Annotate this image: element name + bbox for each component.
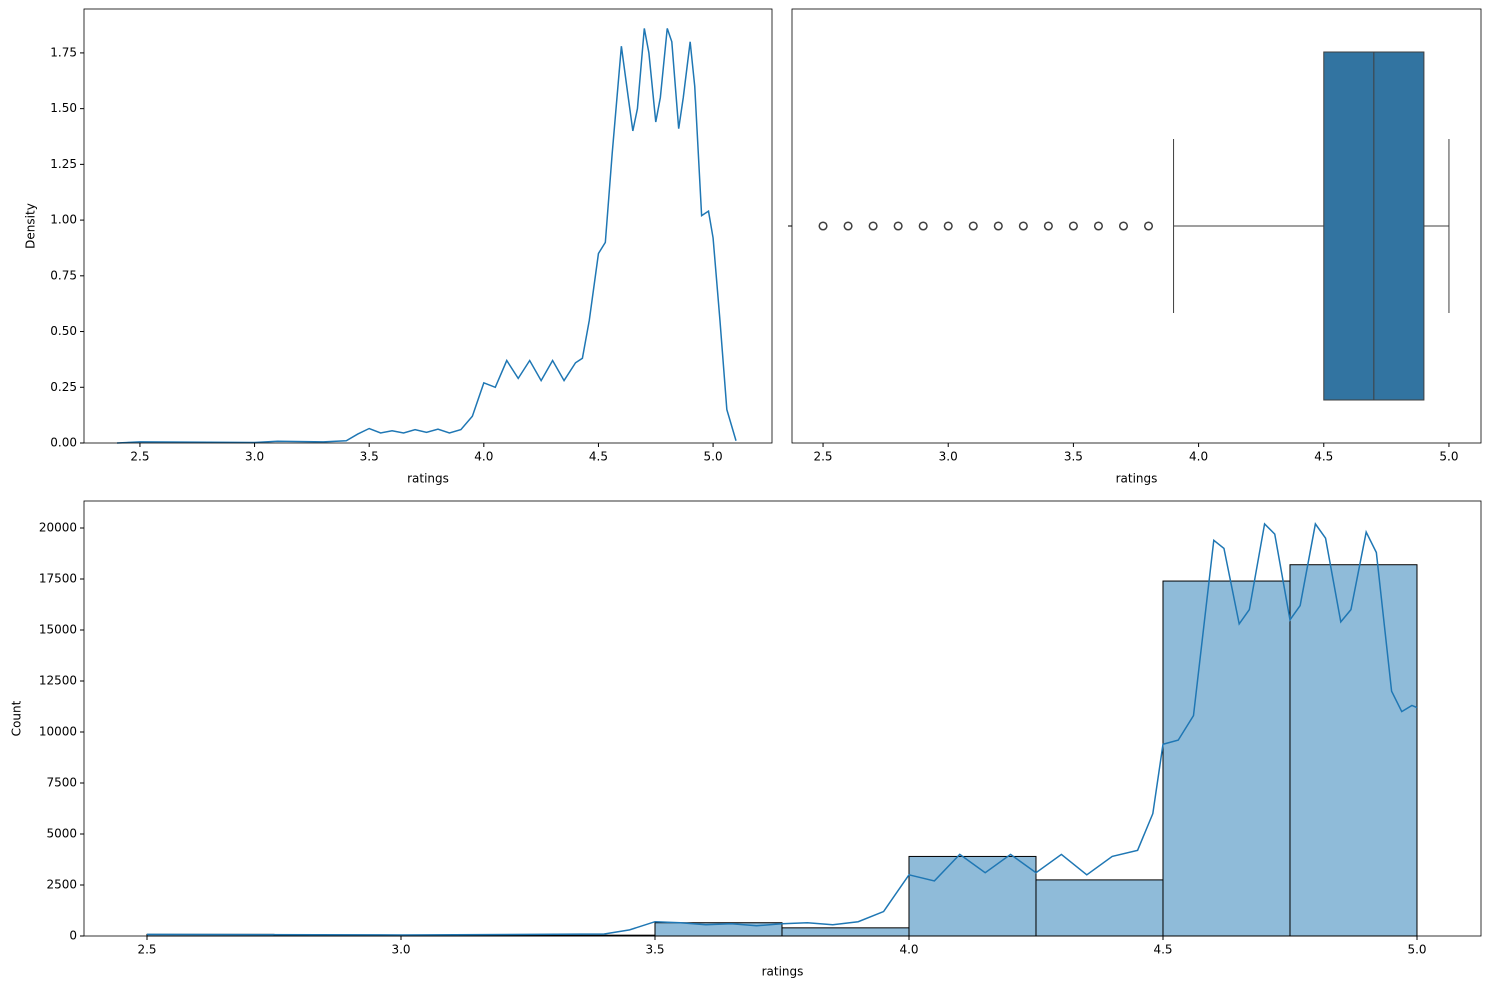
outlier <box>968 221 978 231</box>
outlier <box>1068 221 1078 231</box>
y-tick-label: 1.50 <box>50 101 77 115</box>
x-tick-label: 4.5 <box>1153 943 1172 957</box>
y-tick-label: 5000 <box>46 827 77 841</box>
x-tick-label: 4.0 <box>474 450 493 464</box>
outlier <box>1043 221 1053 231</box>
outlier <box>943 221 953 231</box>
axes-frame <box>83 500 1482 937</box>
y-tick-label: 10000 <box>39 725 77 739</box>
x-tick-label: 2.5 <box>813 450 832 464</box>
outlier <box>893 221 903 231</box>
x-tick-label: 3.5 <box>360 450 379 464</box>
y-tick-label: 0.25 <box>50 380 77 394</box>
outlier <box>1018 221 1028 231</box>
x-tick-label: 3.5 <box>645 943 664 957</box>
x-tick-label: 5.0 <box>1407 943 1426 957</box>
x-tick-label: 3.5 <box>1064 450 1083 464</box>
x-tick-label: 3.0 <box>939 450 958 464</box>
axes-frame <box>83 8 773 444</box>
x-axis-label: ratings <box>1116 472 1158 486</box>
x-tick-label: 2.5 <box>130 450 149 464</box>
y-axis-label: Density <box>24 203 38 249</box>
histogram-bar <box>1162 580 1291 937</box>
x-tick-label: 5.0 <box>704 450 723 464</box>
y-tick-label: 7500 <box>46 776 77 790</box>
outlier <box>918 221 928 231</box>
x-tick-label: 4.5 <box>589 450 608 464</box>
outlier <box>1093 221 1103 231</box>
y-axis-label: Count <box>10 700 24 736</box>
y-tick-label: 0.50 <box>50 324 77 338</box>
y-tick-label: 1.00 <box>50 213 77 227</box>
kde-line <box>116 28 737 444</box>
y-tick-label: 17500 <box>39 572 77 586</box>
x-axis-label: ratings <box>762 965 804 979</box>
x-tick-label: 4.5 <box>1314 450 1333 464</box>
y-tick-label: 1.75 <box>50 45 77 59</box>
x-tick-label: 3.0 <box>245 450 264 464</box>
x-tick-label: 3.0 <box>391 943 410 957</box>
histogram-bar <box>781 927 910 937</box>
outlier <box>1143 221 1154 231</box>
histogram-bar <box>908 855 1037 937</box>
x-tick-label: 5.0 <box>1439 450 1458 464</box>
y-tick-label: 0.00 <box>50 436 77 450</box>
x-axis-label: ratings <box>407 472 449 486</box>
outlier <box>818 221 828 231</box>
y-tick-label: 1.25 <box>50 157 77 171</box>
outlier <box>868 221 878 231</box>
kde-line <box>146 522 1418 936</box>
y-tick-label: 0.75 <box>50 268 77 282</box>
outlier <box>1118 221 1129 231</box>
y-tick-label: 12500 <box>39 674 77 688</box>
x-tick-label: 4.0 <box>1189 450 1208 464</box>
histogram-bar <box>1289 564 1418 937</box>
histogram-bar <box>1035 879 1164 937</box>
axes-frame <box>791 8 1482 444</box>
outlier <box>843 221 853 231</box>
y-tick-label: 0 <box>69 929 77 943</box>
y-tick-label: 2500 <box>46 878 77 892</box>
y-tick-label: 15000 <box>39 623 77 637</box>
outlier <box>993 221 1003 231</box>
x-tick-label: 4.0 <box>899 943 918 957</box>
y-tick-label: 20000 <box>39 521 77 535</box>
x-tick-label: 2.5 <box>137 943 156 957</box>
